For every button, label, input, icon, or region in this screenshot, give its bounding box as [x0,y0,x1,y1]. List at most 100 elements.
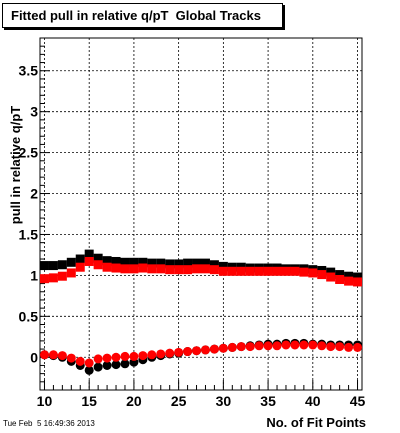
data-point-circle [156,349,166,359]
data-point-square [57,260,67,270]
data-point-square [200,258,210,268]
data-point-square [102,256,112,266]
data-point-square [308,268,318,278]
data-point-square [165,265,175,275]
y-tick-label: 2 [30,186,38,202]
data-point-square [66,257,76,267]
data-point-square [147,264,157,274]
x-tick-label: 15 [81,393,97,409]
data-point-circle [84,358,94,368]
data-point-circle [245,342,255,352]
y-tick-label: 3 [30,104,38,120]
data-point-circle [39,350,49,360]
y-tick-label: 1.5 [19,226,39,242]
data-point-square [192,258,202,268]
data-point-square [281,266,291,276]
data-point-square [48,273,58,283]
data-point-square [75,262,85,272]
data-point-square [272,266,282,276]
data-point-square [174,259,184,269]
y-tick-label: 0.5 [19,308,39,324]
data-point-circle [129,351,139,361]
data-point-circle [93,362,103,372]
data-point-square [218,261,228,271]
data-point-square [353,272,363,282]
x-tick-label: 30 [216,393,232,409]
chart-title: Fitted pull in relative q/pT Global Trac… [11,8,261,23]
y-tick-label: 1 [30,267,38,283]
data-point-square [120,264,130,274]
data-point-square [129,257,139,267]
data-point-circle [111,352,121,362]
data-point-square [254,266,264,276]
data-point-square [326,267,336,277]
data-point-square [290,266,300,276]
data-point-circle [48,350,58,360]
data-point-circle [218,343,228,353]
data-point-square [39,261,49,271]
data-point-square [129,264,139,274]
data-point-square [111,263,121,273]
data-point-square [227,266,237,276]
data-point-square [84,249,94,259]
data-point-circle [75,356,85,366]
data-point-circle [236,342,246,352]
x-tick-label: 35 [260,393,276,409]
x-tick-label: 45 [350,393,366,409]
data-point-square [39,274,49,284]
data-point-circle [183,347,193,357]
data-point-square [120,257,130,267]
data-point-circle [263,341,273,351]
data-point-circle [254,341,264,351]
data-markers [39,249,363,375]
data-point-circle [281,340,291,350]
data-point-square [218,266,228,276]
data-point-square [138,257,148,267]
data-point-square [165,259,175,269]
data-point-circle [227,342,237,352]
y-axis-title: pull in relative q/pT [8,106,23,225]
data-point-circle [353,342,363,352]
data-point-square [245,266,255,276]
x-tick-label: 10 [37,393,53,409]
data-point-square [236,266,246,276]
data-point-circle [335,342,345,352]
data-point-circle [93,354,103,364]
data-point-square [48,261,58,271]
data-point-square [326,272,336,282]
plot-frame [39,37,363,391]
data-point-circle [57,351,67,361]
data-point-circle [120,359,130,369]
data-point-square [317,270,327,280]
x-tick-label: 25 [171,393,187,409]
data-point-square [66,268,76,278]
data-point-square [156,264,166,274]
x-tick-label: 40 [305,393,321,409]
grid-lines [40,38,362,390]
data-point-circle [165,348,175,358]
x-tick-label: 20 [126,393,142,409]
data-point-square [209,260,219,270]
tick-labels: 10 15 20 25 30 35 40 45 0 0.5 1 1.5 2 2.5 3 3.5 [19,63,366,409]
data-point-square [93,253,103,263]
data-point-square [192,264,202,274]
data-point-circle [120,351,130,361]
data-point-square [353,277,363,287]
data-point-circle [272,341,282,351]
y-tick-label: 2.5 [19,145,39,161]
data-point-circle [317,341,327,351]
data-point-square [84,256,94,266]
data-point-square [335,274,345,284]
data-point-circle [102,360,112,370]
data-point-square [344,271,354,281]
data-point-square [263,266,273,276]
data-point-square [200,264,210,274]
data-point-circle [209,344,219,354]
data-point-square [147,258,157,268]
data-point-square [156,258,166,268]
y-tick-label: 3.5 [19,63,39,79]
data-point-square [335,270,345,280]
data-point-circle [84,365,94,375]
data-point-circle [290,340,300,350]
